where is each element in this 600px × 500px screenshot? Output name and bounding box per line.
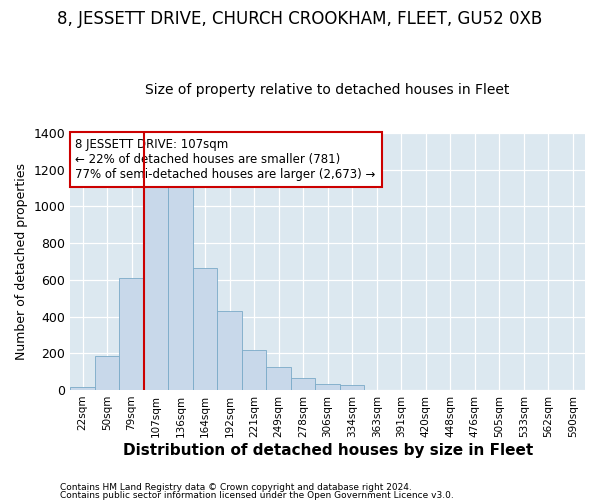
- Text: Contains public sector information licensed under the Open Government Licence v3: Contains public sector information licen…: [60, 490, 454, 500]
- Bar: [70, 387, 95, 390]
- Bar: [217, 311, 242, 390]
- Y-axis label: Number of detached properties: Number of detached properties: [15, 163, 28, 360]
- Text: 8 JESSETT DRIVE: 107sqm
← 22% of detached houses are smaller (781)
77% of semi-d: 8 JESSETT DRIVE: 107sqm ← 22% of detache…: [76, 138, 376, 181]
- Bar: [119, 278, 144, 390]
- X-axis label: Distribution of detached houses by size in Fleet: Distribution of detached houses by size …: [122, 442, 533, 458]
- Bar: [316, 384, 340, 390]
- Bar: [169, 187, 193, 390]
- Bar: [266, 367, 291, 390]
- Text: Contains HM Land Registry data © Crown copyright and database right 2024.: Contains HM Land Registry data © Crown c…: [60, 484, 412, 492]
- Bar: [242, 350, 266, 390]
- Bar: [95, 356, 119, 390]
- Text: 8, JESSETT DRIVE, CHURCH CROOKHAM, FLEET, GU52 0XB: 8, JESSETT DRIVE, CHURCH CROOKHAM, FLEET…: [58, 10, 542, 28]
- Bar: [291, 378, 316, 390]
- Title: Size of property relative to detached houses in Fleet: Size of property relative to detached ho…: [145, 83, 510, 97]
- Bar: [193, 268, 217, 390]
- Bar: [144, 187, 169, 390]
- Bar: [340, 386, 364, 390]
